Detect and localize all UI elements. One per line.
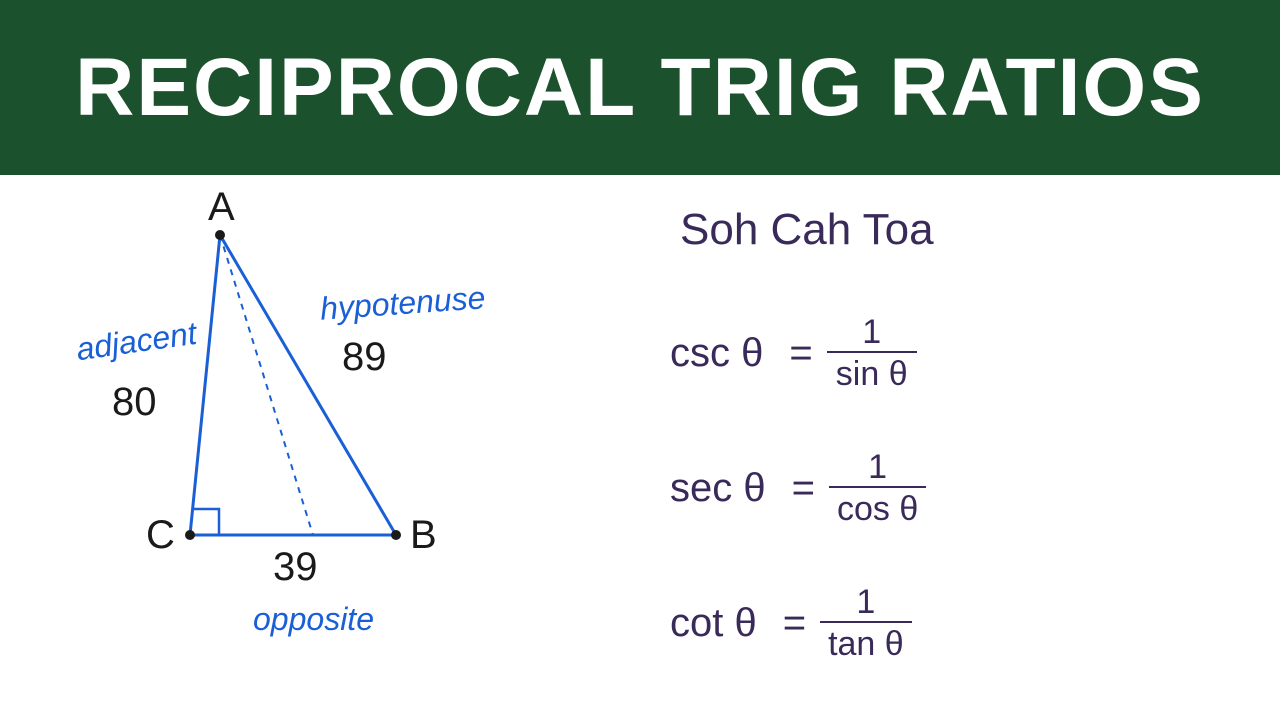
- csc-lhs: csc θ: [670, 331, 763, 376]
- csc-numerator: 1: [854, 315, 889, 351]
- vertex-C-dot: [185, 530, 195, 540]
- cot-denominator: tan θ: [820, 623, 912, 661]
- formulas-panel: Soh Cah Toa csc θ = 1 sin θ sec θ = 1 co…: [650, 205, 1250, 705]
- title-banner: RECIPROCAL TRIG RATIOS: [0, 0, 1280, 175]
- formula-sec: sec θ = 1 cos θ: [670, 450, 926, 526]
- sec-denominator: cos θ: [829, 488, 926, 526]
- equals-sign: =: [789, 331, 812, 376]
- page-title: RECIPROCAL TRIG RATIOS: [75, 41, 1205, 135]
- vertex-C-label: C: [146, 513, 175, 558]
- dashed-line: [220, 235, 313, 535]
- formula-cot: cot θ = 1 tan θ: [670, 585, 912, 661]
- side-AC: [190, 235, 220, 535]
- triangle-diagram: A B C 80 89 39 adjacent hypotenuse oppos…: [70, 200, 570, 700]
- sec-fraction: 1 cos θ: [829, 450, 926, 526]
- vertex-B-label: B: [410, 513, 437, 558]
- sec-numerator: 1: [860, 450, 895, 486]
- cot-fraction: 1 tan θ: [820, 585, 912, 661]
- side-AC-value: 80: [112, 380, 157, 425]
- mnemonic-text: Soh Cah Toa: [680, 205, 934, 255]
- vertex-B-dot: [391, 530, 401, 540]
- side-AB-value: 89: [342, 335, 387, 380]
- right-angle-mark: [193, 509, 219, 535]
- formula-csc: csc θ = 1 sin θ: [670, 315, 917, 391]
- cot-numerator: 1: [848, 585, 883, 621]
- cot-lhs: cot θ: [670, 601, 757, 646]
- side-AB: [220, 235, 396, 535]
- equals-sign: =: [792, 466, 815, 511]
- sec-lhs: sec θ: [670, 466, 766, 511]
- vertex-A-dot: [215, 230, 225, 240]
- equals-sign: =: [783, 601, 806, 646]
- csc-fraction: 1 sin θ: [827, 315, 917, 391]
- csc-denominator: sin θ: [828, 353, 916, 391]
- side-CB-value: 39: [273, 545, 318, 590]
- vertex-A-label: A: [208, 185, 235, 230]
- side-opposite-label: opposite: [253, 601, 374, 638]
